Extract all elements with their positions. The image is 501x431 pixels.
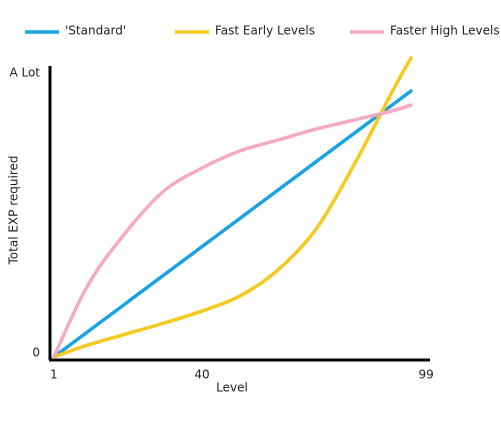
y-axis-label: Total EXP required bbox=[7, 156, 21, 266]
x-axis-label: Level bbox=[216, 381, 248, 395]
x-tick-label: 40 bbox=[194, 368, 209, 382]
legend-label: Faster High Levels bbox=[390, 24, 500, 38]
line bbox=[52, 89, 413, 359]
x-tick-label: 1 bbox=[50, 368, 58, 382]
y-tick-label: A Lot bbox=[9, 66, 40, 80]
line bbox=[52, 56, 413, 359]
line bbox=[52, 103, 413, 359]
x-tick-label: 99 bbox=[419, 368, 434, 382]
legend-label: Fast Early Levels bbox=[215, 24, 315, 38]
legend-label: 'Standard' bbox=[65, 24, 126, 38]
y-tick-label: 0 bbox=[32, 346, 40, 360]
